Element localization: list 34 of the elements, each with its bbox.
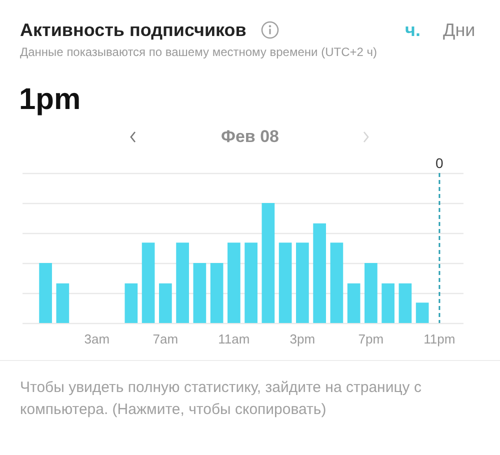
bar (347, 283, 360, 323)
bar (193, 263, 206, 323)
ref-line-label: 0 (436, 155, 444, 171)
text: Дни (443, 19, 476, 42)
x-tick-label: 11pm (424, 332, 456, 346)
bar (278, 242, 292, 323)
chart-title: Активность подписчиков (20, 19, 246, 42)
x-tick-label: 7am (152, 332, 178, 346)
text: Фев 08 (220, 126, 280, 148)
text: ч. (405, 19, 420, 42)
chart-subtitle: Данные показываются по вашему местному времени (UTC+2 ч) (20, 44, 377, 60)
x-tick-label: 11am (218, 332, 250, 346)
bar (398, 283, 412, 323)
bar (176, 242, 189, 323)
bar (382, 283, 394, 323)
bar (313, 223, 326, 323)
x-tick-label: 3pm (290, 332, 316, 346)
bar (416, 302, 429, 323)
bar (39, 263, 52, 323)
bar (56, 283, 70, 323)
x-tick-label: 7pm (358, 332, 384, 346)
bar (159, 283, 172, 323)
bar (330, 242, 344, 323)
text: Чтобы увидеть полную статистику, зайдите на страницу с компьютера. (Нажмите, чтобы скопировать) (20, 378, 422, 420)
bar (262, 203, 275, 323)
bar (228, 242, 240, 323)
bar (364, 263, 378, 323)
bar (210, 263, 224, 323)
bar (142, 242, 155, 323)
text: 1pm (19, 82, 81, 118)
bar (296, 242, 309, 323)
x-tick-label: 3am (84, 332, 110, 346)
bar (244, 242, 258, 323)
bar (124, 283, 138, 323)
